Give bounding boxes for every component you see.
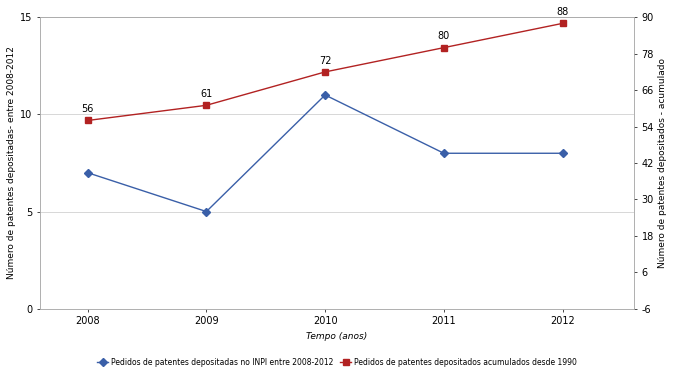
Text: 72: 72 bbox=[319, 56, 332, 65]
Pedidos de patentes depositados acumulados desde 1990 bbox=[559, 21, 567, 25]
Y-axis label: Número de patentes depositadas- entre 2008-2012: Número de patentes depositadas- entre 20… bbox=[7, 46, 16, 279]
Pedidos de patentes depositados acumulados desde 1990 bbox=[202, 103, 210, 108]
Pedidos de patentes depositadas no INPI entre 2008-2012 bbox=[559, 151, 567, 156]
Legend: Pedidos de patentes depositadas no INPI entre 2008-2012, Pedidos de patentes dep: Pedidos de patentes depositadas no INPI … bbox=[94, 355, 580, 370]
Pedidos de patentes depositadas no INPI entre 2008-2012 bbox=[440, 151, 448, 156]
Pedidos de patentes depositados acumulados desde 1990 bbox=[440, 45, 448, 50]
Text: 80: 80 bbox=[437, 31, 450, 41]
Pedidos de patentes depositadas no INPI entre 2008-2012 bbox=[321, 93, 329, 97]
Line: Pedidos de patentes depositadas no INPI entre 2008-2012: Pedidos de patentes depositadas no INPI … bbox=[85, 92, 565, 214]
X-axis label: Tempo (anos): Tempo (anos) bbox=[307, 332, 367, 341]
Text: 88: 88 bbox=[557, 7, 569, 17]
Pedidos de patentes depositadas no INPI entre 2008-2012 bbox=[84, 171, 92, 175]
Pedidos de patentes depositadas no INPI entre 2008-2012 bbox=[202, 209, 210, 214]
Text: 61: 61 bbox=[200, 89, 212, 99]
Pedidos de patentes depositados acumulados desde 1990 bbox=[321, 70, 329, 74]
Pedidos de patentes depositados acumulados desde 1990 bbox=[84, 118, 92, 123]
Text: 56: 56 bbox=[82, 104, 94, 114]
Line: Pedidos de patentes depositados acumulados desde 1990: Pedidos de patentes depositados acumulad… bbox=[84, 20, 566, 124]
Y-axis label: Número de patentes depositados - acumulado: Número de patentes depositados - acumula… bbox=[658, 58, 667, 268]
